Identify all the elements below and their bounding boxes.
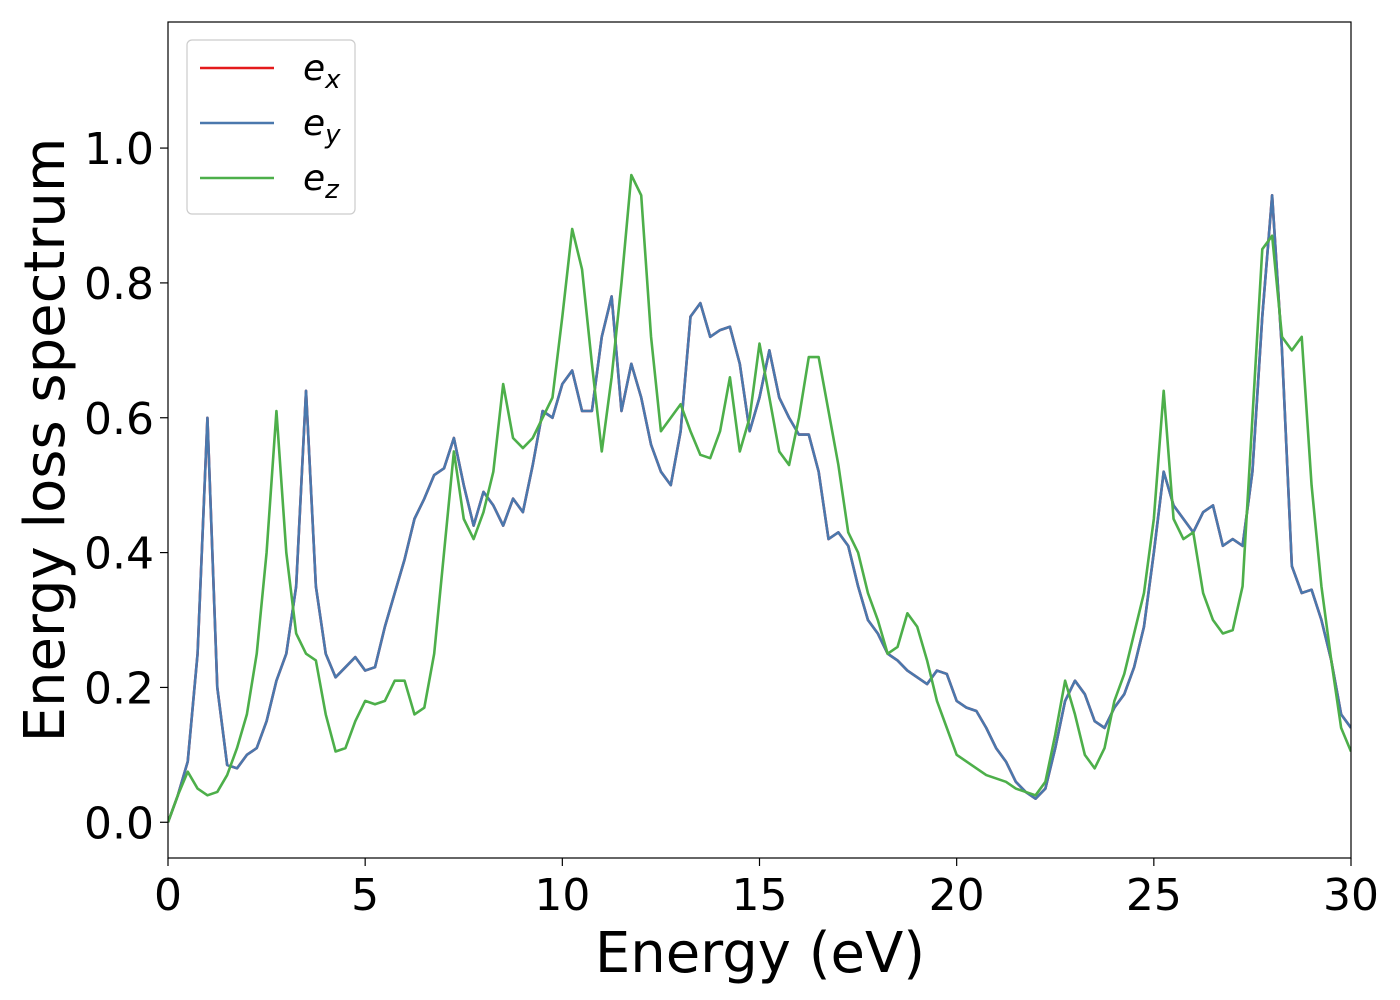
y-tick-label: 1.0 bbox=[84, 124, 154, 175]
series-line bbox=[168, 173, 1351, 823]
x-tick-label: 15 bbox=[732, 870, 788, 921]
legend: ex ey ez bbox=[186, 39, 356, 215]
series-line bbox=[168, 193, 1351, 823]
y-tick-label: 0.0 bbox=[84, 798, 154, 849]
y-tick-label: 0.2 bbox=[84, 663, 154, 714]
x-axis-label: Energy (eV) bbox=[595, 921, 925, 986]
legend-label: ey bbox=[303, 103, 341, 150]
y-tick-label: 0.6 bbox=[84, 394, 154, 445]
x-tick-label: 30 bbox=[1323, 870, 1379, 921]
legend-label: ez bbox=[303, 158, 340, 205]
x-tick-label: 0 bbox=[154, 870, 182, 921]
y-axis-label: Energy loss spectrum bbox=[13, 138, 78, 743]
x-tick-label: 10 bbox=[534, 870, 590, 921]
x-tick-label: 25 bbox=[1126, 870, 1182, 921]
legend-label: ex bbox=[303, 48, 341, 95]
y-tick-label: 0.8 bbox=[84, 259, 154, 310]
x-tick-label: 5 bbox=[351, 870, 379, 921]
legend-box bbox=[186, 39, 356, 215]
y-tick-label: 0.4 bbox=[84, 529, 154, 580]
x-tick-label: 20 bbox=[929, 870, 985, 921]
plot-lines bbox=[168, 173, 1351, 823]
